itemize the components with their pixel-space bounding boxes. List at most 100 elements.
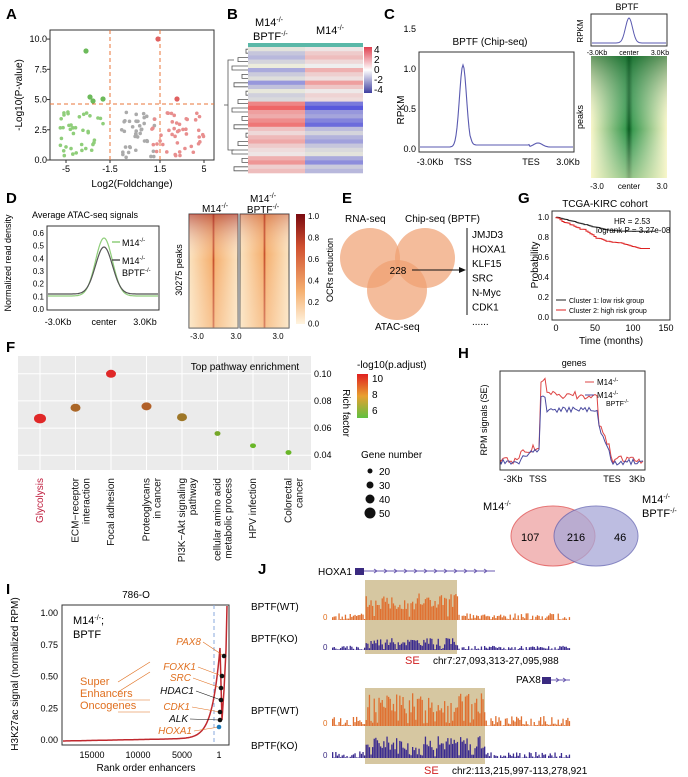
signal-bar [362, 614, 364, 620]
signal-bar [368, 694, 371, 726]
signal-bar [424, 642, 427, 650]
point-up [177, 150, 182, 154]
gene-label: HOXA1 [158, 726, 192, 737]
signal-bar [527, 613, 529, 620]
point-up [197, 135, 201, 139]
x-tick-label: 1 [216, 750, 221, 760]
signal-bar [370, 600, 372, 620]
size-legend-label: 20 [379, 467, 391, 478]
column-label-1b: BPTF-/- [253, 31, 288, 43]
y-tick-label: 0.50 [40, 672, 58, 682]
track-label-ko-2: BPTF(KO) [251, 741, 298, 752]
signal-bar [503, 615, 505, 620]
point-down [69, 146, 73, 151]
signal-bar [442, 743, 444, 758]
heatmap-cell [305, 156, 363, 161]
panel-j: J HOXA1 BPTF(WT) BPTF(KO) 0 0 SE chr7:27… [251, 561, 588, 777]
x-tick-label: 15000 [79, 750, 104, 760]
size-legend-label: 40 [379, 495, 391, 506]
signal-bar [343, 754, 345, 758]
point-up [167, 128, 171, 133]
point-ns [142, 121, 146, 126]
y-tick-label: 1.0 [538, 213, 550, 222]
signal-bar [397, 720, 399, 726]
color-key-label: 0 [374, 65, 380, 76]
signal-bar [492, 721, 494, 726]
signal-bar [501, 617, 503, 620]
signal-bar [392, 703, 395, 726]
coord-1: chr7:27,093,313-27,095,988 [433, 656, 559, 667]
signal-bar [487, 752, 489, 758]
signal-bar [565, 755, 567, 758]
signal-bar [362, 724, 364, 726]
signal-bar [477, 616, 479, 620]
signal-bar [340, 718, 342, 726]
point-ns [152, 154, 156, 159]
signal-bar [412, 693, 414, 726]
point-up [173, 134, 177, 139]
point-up-sig [174, 96, 180, 102]
signal-bar [522, 617, 524, 620]
heatmap-cell [305, 68, 363, 73]
y-tick-label: 0.08 [314, 396, 332, 406]
signal-bar [501, 649, 503, 650]
signal-bar [458, 755, 460, 758]
profile-line-m14-bptf [500, 395, 644, 466]
signal-bar [544, 648, 547, 650]
size-legend-dot [364, 507, 376, 519]
signal-bar [359, 615, 361, 620]
heatmap-cell [248, 110, 305, 115]
signal-bar [535, 752, 537, 758]
signal-bar [463, 615, 465, 620]
heatmap-cell [305, 101, 363, 107]
signal-bar [349, 645, 351, 650]
km-curve-low [555, 216, 655, 232]
signal-bar [445, 598, 447, 620]
signal-bar [383, 741, 385, 758]
point-down [58, 143, 63, 148]
se-label: Enhancers [80, 688, 133, 700]
y-axis-label: Rich factor [340, 389, 351, 437]
signal-bar [376, 722, 379, 726]
signal-bar [568, 648, 571, 650]
signal-bar [420, 696, 422, 726]
point-up [152, 117, 157, 121]
signal-bar [543, 754, 545, 758]
signal-bar [415, 747, 417, 758]
signal-bar [381, 644, 383, 650]
enrichment-dot [70, 403, 81, 412]
signal-bar [456, 707, 459, 726]
signal-bar [456, 741, 459, 758]
x-axis-label: Rank order enhancers [97, 763, 196, 774]
signal-bar [453, 595, 455, 620]
signal-bar [554, 723, 556, 726]
signal-bar [525, 756, 527, 758]
signal-bar [399, 645, 401, 650]
heatmap-cell [305, 152, 363, 157]
signal-bar [412, 747, 414, 758]
signal-bar [453, 711, 455, 726]
category-label: HPV infection [248, 478, 259, 539]
km-frame [551, 210, 671, 321]
signal-bar [476, 698, 478, 726]
signal-bar [408, 616, 411, 620]
panel-c: C BPTF (Chip-seq) RPKM 0.00.51.01.52.0 -… [384, 2, 669, 191]
signal-bar [442, 605, 444, 620]
point-down [83, 146, 88, 151]
signal-bar [460, 737, 462, 758]
signal-bar [437, 705, 439, 726]
signal-bar [400, 608, 403, 620]
signal-bar [477, 737, 479, 758]
signal-bar [356, 757, 358, 758]
signal-bar [372, 643, 374, 650]
signal-bar [384, 642, 387, 650]
gene-point [219, 673, 225, 679]
point-up [181, 127, 185, 132]
signal-bar [469, 722, 471, 726]
signal-bar [410, 712, 412, 726]
cbar-tick: 0.6 [308, 255, 320, 264]
heat-ylabel: peaks [575, 104, 585, 129]
dendrogram-branch [245, 48, 248, 54]
point-ns [126, 150, 131, 155]
track-label-ko-1: BPTF(KO) [251, 634, 298, 645]
